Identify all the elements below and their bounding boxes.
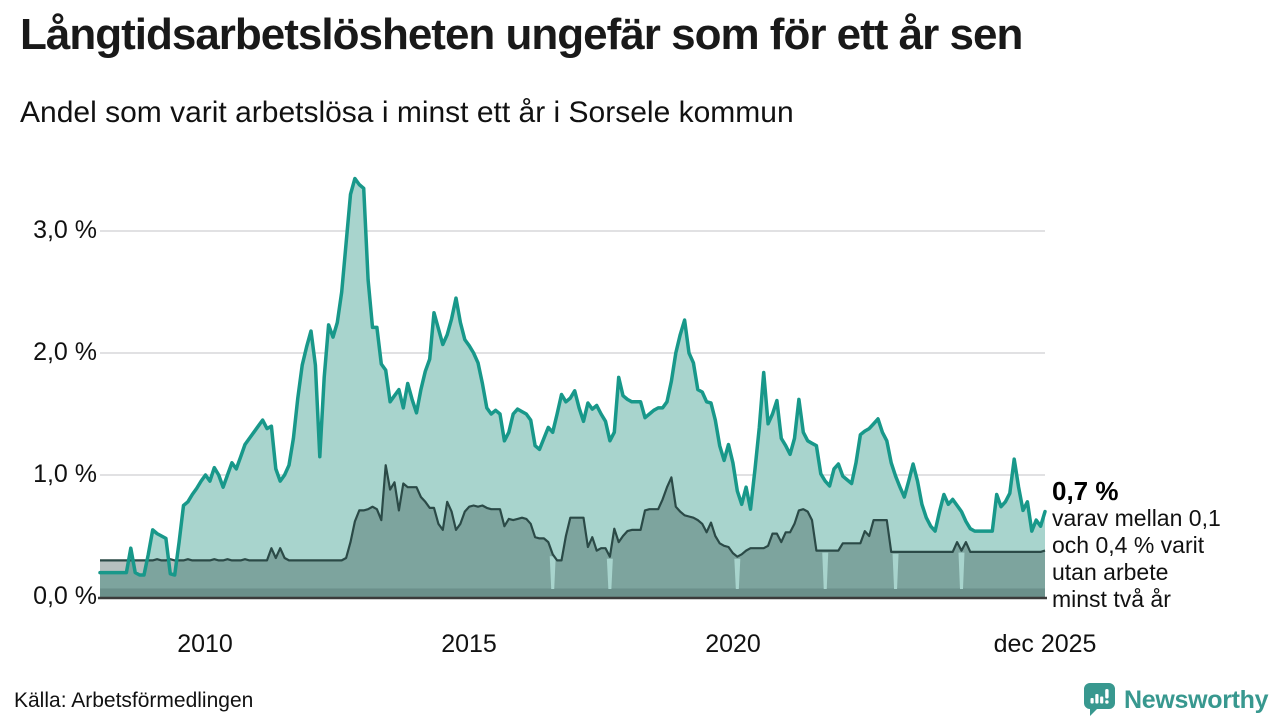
x-axis-tick-dec-2025: dec 2025: [993, 630, 1097, 658]
series-one-year-line: [98, 176, 1047, 577]
brand-name: Newsworthy: [1124, 685, 1269, 714]
series-one-year-area: [100, 178, 1045, 597]
censored-notch: [549, 556, 556, 589]
y-axis-tick-3: 3,0 %: [33, 216, 97, 244]
series-two-year-area: [100, 465, 1045, 597]
series-two-year-line: [100, 464, 1046, 562]
x-axis-tick-2015: 2015: [441, 630, 497, 658]
censored-notch: [892, 553, 899, 589]
y-axis-tick-2: 2,0 %: [33, 338, 97, 366]
y-axis-tick-0: 0,0 %: [33, 582, 97, 610]
page-title: Långtidsarbetslösheten ungefär som för e…: [20, 10, 1023, 59]
newsworthy-logo: Newsworthy: [1084, 683, 1269, 717]
annotation-line: varav mellan 0,1: [1052, 505, 1221, 531]
annotation-line: och 0,4 % varit: [1052, 532, 1205, 558]
last-value-annotation: 0,7 % varav mellan 0,1 och 0,4 % varit u…: [1052, 478, 1277, 613]
newsworthy-chart-bubble-icon: [1084, 683, 1115, 716]
censored-notch: [734, 558, 741, 589]
censored-notch: [958, 552, 965, 589]
y-axis-tick-1: 1,0 %: [33, 460, 97, 488]
annotation-line: minst två år: [1052, 586, 1171, 612]
last-value-label: 0,7 %: [1052, 476, 1119, 506]
censored-notch: [822, 552, 829, 589]
lower-bound-band: [100, 588, 1045, 597]
x-axis-tick-2020: 2020: [705, 630, 761, 658]
source-note: Källa: Arbetsförmedlingen: [14, 689, 254, 712]
chart-subtitle: Andel som varit arbetslösa i minst ett å…: [20, 96, 794, 129]
annotation-line: utan arbete: [1052, 559, 1169, 585]
x-axis-tick-2010: 2010: [177, 630, 233, 658]
censored-notch: [606, 558, 613, 589]
